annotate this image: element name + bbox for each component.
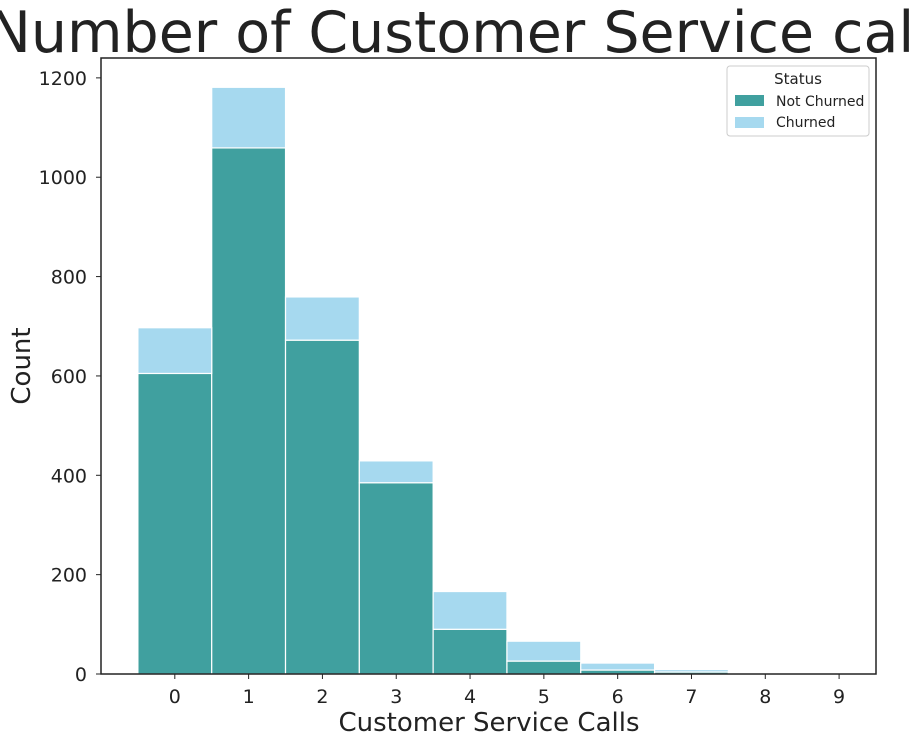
y-tick-label: 600: [51, 366, 87, 388]
y-tick-label: 400: [51, 465, 87, 487]
bar-not-churned-3: [358, 482, 434, 675]
x-tick-label: 0: [169, 686, 181, 708]
bar-not-churned-5: [506, 660, 582, 675]
bar-churned-2: [284, 296, 360, 341]
x-axis-label: Customer Service Calls: [339, 708, 640, 738]
legend-title: Status: [774, 70, 822, 88]
y-tick-label: 1200: [39, 68, 87, 90]
y-tick-label: 800: [51, 267, 87, 289]
bar-not-churned-4: [432, 628, 508, 675]
chart-title: Number of Customer Service calls: [0, 0, 919, 66]
y-tick-label: 1000: [39, 167, 87, 189]
x-tick-label: 7: [685, 686, 697, 708]
plot-frame: [100, 57, 877, 675]
x-tick-label: 1: [243, 686, 255, 708]
x-tick-label: 3: [390, 686, 402, 708]
y-axis-ticks: 0 200 400 600 800 1000 1200: [39, 68, 101, 686]
x-tick-label: 5: [538, 686, 550, 708]
bar-churned-1: [211, 86, 287, 149]
bar-churned-6: [580, 662, 656, 671]
legend-swatch-not-churned: [735, 95, 764, 106]
bar-churned-4: [432, 590, 508, 630]
x-tick-label: 8: [759, 686, 771, 708]
bar-not-churned-2: [284, 339, 360, 675]
y-tick-label: 200: [51, 565, 87, 587]
x-tick-label: 6: [612, 686, 624, 708]
legend-swatch-churned: [735, 117, 764, 128]
x-tick-label: 4: [464, 686, 476, 708]
bars: [137, 86, 877, 675]
bar-churned-7: [653, 668, 729, 673]
x-tick-label: 2: [316, 686, 328, 708]
y-axis-label: Count: [7, 327, 37, 404]
legend-label-churned: Churned: [776, 115, 835, 131]
bar-not-churned-0: [137, 372, 213, 675]
legend-label-not-churned: Not Churned: [776, 94, 864, 110]
bar-churned-0: [137, 327, 213, 375]
bar-not-churned-1: [211, 147, 287, 675]
bar-churned-5: [506, 640, 582, 662]
bar-churned-3: [358, 460, 434, 484]
y-tick-label: 0: [75, 664, 87, 686]
x-axis-ticks: 0 1 2 3 4 5 6 7 8 9: [169, 674, 845, 708]
x-tick-label: 9: [833, 686, 845, 708]
legend: Status Not Churned Churned: [726, 65, 870, 137]
